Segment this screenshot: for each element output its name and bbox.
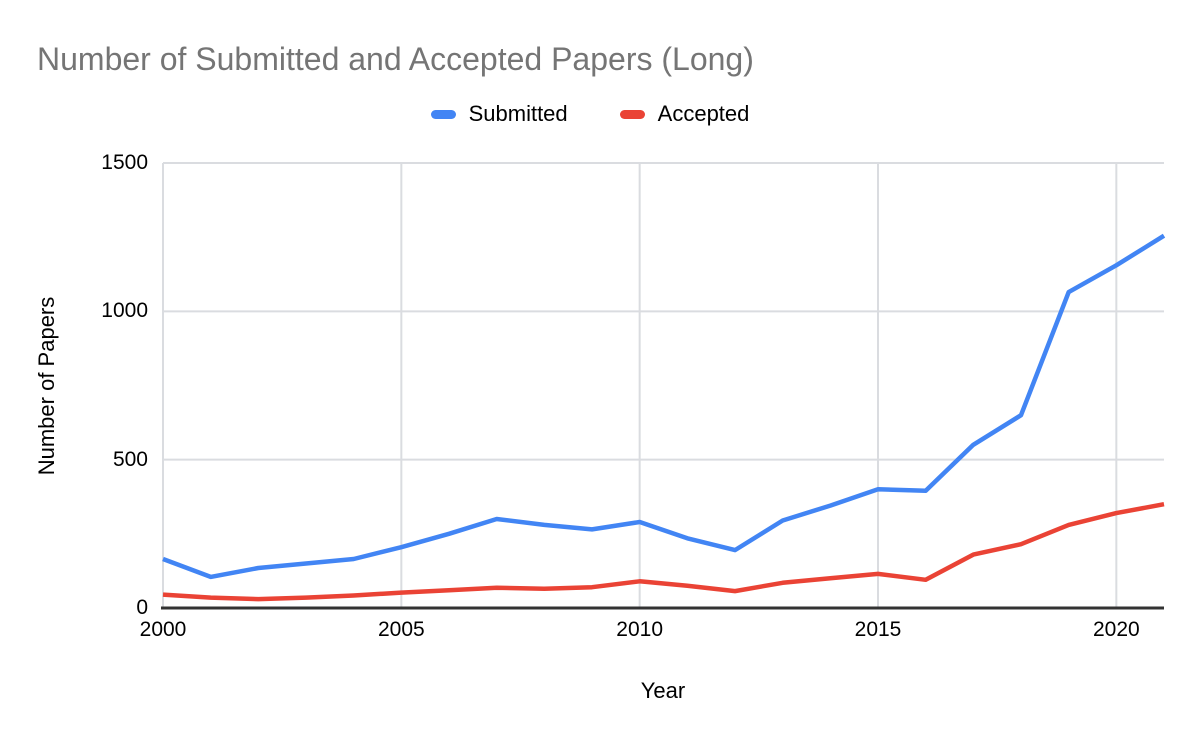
submitted-swatch-icon — [430, 109, 456, 119]
submitted-line — [162, 233, 1166, 580]
legend: Submitted Accepted — [0, 101, 1180, 127]
legend-label-accepted: Accepted — [657, 101, 750, 126]
x-axis-title: Year — [640, 678, 686, 703]
x-tick-label: 2010 — [616, 618, 664, 641]
y-tick-label: 0 — [136, 596, 148, 619]
x-tick-label: 2020 — [1092, 618, 1140, 641]
x-tick-label: 2015 — [854, 618, 902, 641]
legend-item-accepted[interactable]: Accepted — [619, 101, 750, 127]
x-tick-label: 2005 — [377, 618, 425, 641]
chart-title: Number of Submitted and Accepted Papers … — [37, 41, 754, 77]
y-axis-title: Number of Papers — [34, 296, 59, 476]
y-tick-label: 1000 — [101, 299, 148, 323]
y-tick-label: 500 — [112, 447, 148, 471]
accepted-line — [162, 501, 1165, 602]
legend-item-submitted[interactable]: Submitted — [430, 101, 568, 127]
accepted-swatch-icon — [619, 109, 645, 119]
x-tick-label: 2000 — [139, 618, 187, 641]
legend-label-submitted: Submitted — [468, 101, 568, 126]
y-tick-label: 1500 — [101, 151, 148, 174]
